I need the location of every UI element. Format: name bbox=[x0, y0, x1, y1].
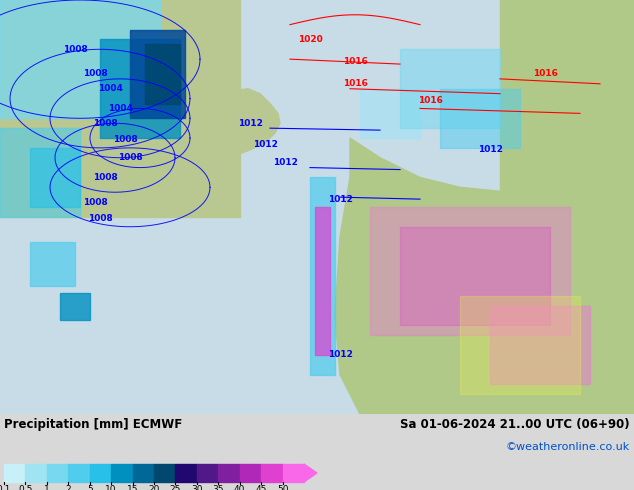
Text: 1008: 1008 bbox=[93, 119, 117, 128]
Text: 1004: 1004 bbox=[98, 84, 122, 93]
Bar bbox=[197, 464, 218, 482]
Bar bbox=[490, 306, 590, 385]
Bar bbox=[25, 464, 47, 482]
Text: 1016: 1016 bbox=[342, 79, 368, 88]
Text: 1008: 1008 bbox=[93, 173, 117, 182]
Text: 1008: 1008 bbox=[82, 197, 107, 207]
Text: 1020: 1020 bbox=[297, 35, 322, 44]
Text: 1012: 1012 bbox=[238, 119, 262, 128]
Bar bbox=[100, 39, 180, 138]
Text: 1012: 1012 bbox=[477, 146, 502, 154]
Text: Sa 01-06-2024 21..00 UTC (06+90): Sa 01-06-2024 21..00 UTC (06+90) bbox=[401, 418, 630, 431]
Bar bbox=[90, 464, 111, 482]
Text: 1008: 1008 bbox=[63, 45, 87, 54]
Text: 1016: 1016 bbox=[418, 96, 443, 105]
Text: 1012: 1012 bbox=[252, 141, 278, 149]
Polygon shape bbox=[195, 89, 280, 163]
Text: 1012: 1012 bbox=[328, 195, 353, 204]
Bar bbox=[0, 0, 160, 118]
Text: 20: 20 bbox=[148, 485, 160, 490]
Text: 1008: 1008 bbox=[82, 70, 107, 78]
Bar bbox=[154, 464, 176, 482]
Bar bbox=[145, 45, 180, 103]
Bar bbox=[240, 464, 261, 482]
Bar bbox=[360, 89, 420, 138]
Text: 45: 45 bbox=[256, 485, 267, 490]
Text: 40: 40 bbox=[234, 485, 245, 490]
Bar bbox=[68, 464, 90, 482]
Bar bbox=[111, 464, 133, 482]
Text: 25: 25 bbox=[170, 485, 181, 490]
Text: 1012: 1012 bbox=[328, 350, 353, 359]
Bar bbox=[283, 464, 304, 482]
Text: ©weatheronline.co.uk: ©weatheronline.co.uk bbox=[506, 442, 630, 452]
Text: 35: 35 bbox=[212, 485, 224, 490]
Text: 1: 1 bbox=[44, 485, 49, 490]
Bar bbox=[400, 227, 550, 325]
Text: 0.5: 0.5 bbox=[18, 485, 32, 490]
Bar bbox=[30, 148, 80, 207]
Text: 30: 30 bbox=[191, 485, 203, 490]
Bar bbox=[30, 242, 75, 286]
Text: 1004: 1004 bbox=[108, 104, 133, 113]
Text: 1008: 1008 bbox=[118, 153, 143, 162]
Bar bbox=[47, 464, 68, 482]
Text: 5: 5 bbox=[87, 485, 93, 490]
Text: 1016: 1016 bbox=[533, 70, 557, 78]
Text: 0.1: 0.1 bbox=[0, 485, 11, 490]
Text: 15: 15 bbox=[127, 485, 138, 490]
Bar bbox=[176, 464, 197, 482]
Polygon shape bbox=[304, 464, 317, 482]
Bar bbox=[0, 0, 240, 217]
Bar bbox=[370, 207, 570, 335]
Text: 1012: 1012 bbox=[273, 158, 297, 167]
Text: 10: 10 bbox=[105, 485, 117, 490]
Bar bbox=[315, 207, 330, 355]
Polygon shape bbox=[0, 0, 235, 217]
Bar bbox=[130, 29, 185, 118]
Bar bbox=[4, 464, 25, 482]
Bar bbox=[261, 464, 283, 482]
Text: Precipitation [mm] ECMWF: Precipitation [mm] ECMWF bbox=[4, 418, 182, 431]
Bar bbox=[310, 177, 335, 375]
Text: 1016: 1016 bbox=[342, 57, 368, 66]
Bar bbox=[440, 89, 520, 148]
Text: 1008: 1008 bbox=[113, 136, 138, 145]
Bar bbox=[500, 0, 634, 207]
Bar bbox=[60, 293, 90, 320]
Bar bbox=[400, 49, 500, 128]
Text: 2: 2 bbox=[65, 485, 71, 490]
Bar bbox=[0, 128, 80, 217]
Text: 1008: 1008 bbox=[87, 214, 112, 223]
Bar bbox=[460, 296, 580, 394]
Bar bbox=[218, 464, 240, 482]
Text: 50: 50 bbox=[277, 485, 288, 490]
Bar bbox=[133, 464, 154, 482]
Polygon shape bbox=[335, 138, 634, 414]
